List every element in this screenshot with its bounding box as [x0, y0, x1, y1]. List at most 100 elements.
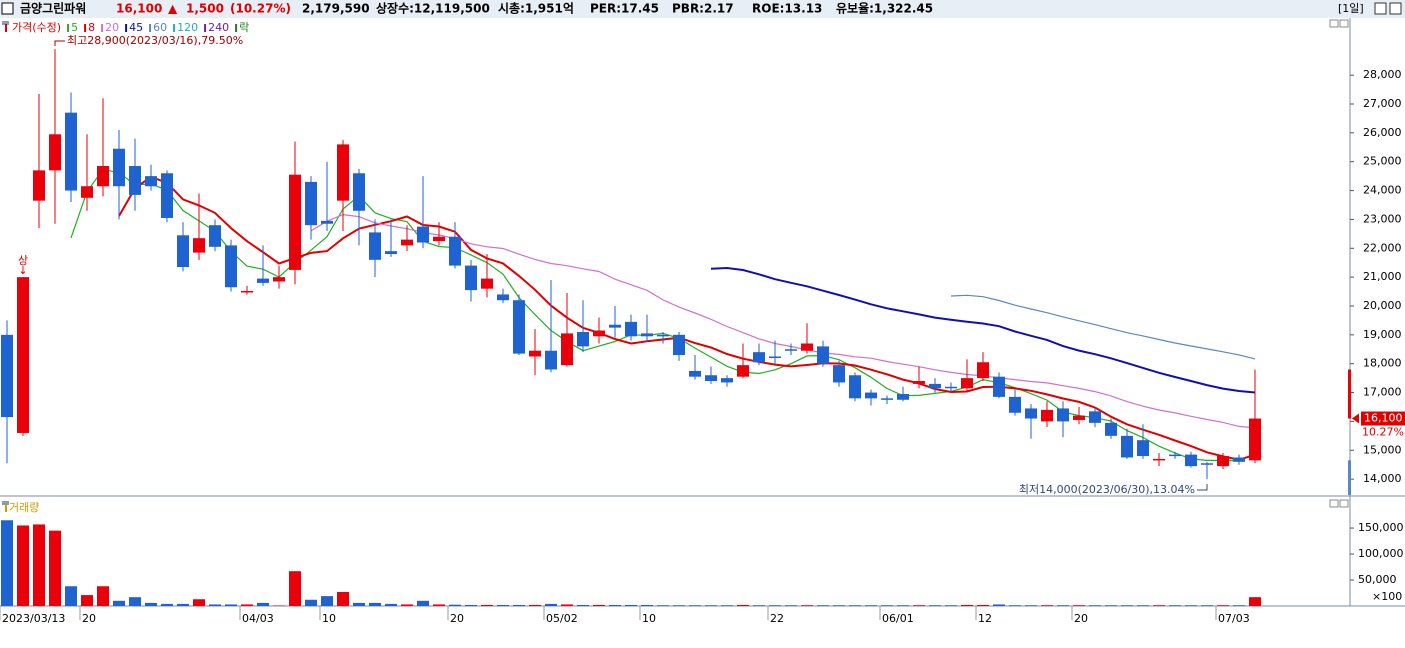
panel-button[interactable] — [1339, 19, 1349, 28]
candle-body — [513, 300, 525, 354]
volume-bar — [1, 520, 13, 606]
period-button[interactable]: [1일] — [1338, 1, 1364, 15]
volume-bar — [385, 603, 397, 606]
y-tick-label: 23,000 — [1363, 212, 1402, 225]
panel-icon — [2, 501, 9, 505]
volume-bar — [369, 602, 381, 606]
volume-bar — [785, 605, 797, 606]
legend-label: 5 — [71, 21, 78, 34]
candle-body — [945, 386, 957, 389]
x-tick-label: 20 — [1074, 612, 1088, 625]
y-tick-label: 15,000 — [1363, 443, 1402, 456]
y-tick-label: 26,000 — [1363, 126, 1402, 139]
candle-body — [289, 174, 301, 270]
volume-bar — [193, 599, 205, 606]
legend-swatch — [149, 24, 152, 32]
pbr: PBR:2.17 — [672, 2, 734, 16]
legend-label: 락 — [239, 21, 249, 34]
candle-body — [129, 166, 141, 195]
candle-body — [673, 334, 685, 356]
candle-body — [721, 378, 733, 383]
checkbox[interactable] — [1, 2, 14, 15]
volume-bar — [721, 605, 733, 606]
restore-button[interactable] — [1374, 2, 1387, 15]
x-tick-label: 20 — [82, 612, 96, 625]
candle-body — [817, 346, 829, 364]
legend-swatch — [204, 24, 207, 32]
candle-body — [465, 265, 477, 291]
panel-button[interactable] — [1339, 499, 1349, 508]
candle-body — [529, 350, 541, 357]
price-pointer — [1352, 413, 1359, 424]
per: PER:17.45 — [590, 2, 659, 16]
volume-bar — [209, 604, 221, 606]
candle-body — [993, 376, 1005, 397]
x-tick-label: 20 — [450, 612, 464, 625]
candle-body — [97, 166, 109, 187]
candle-body — [1057, 408, 1069, 422]
candle-body — [113, 148, 125, 187]
volume-bar — [1009, 605, 1021, 606]
y-tick-label: 27,000 — [1363, 97, 1402, 110]
x-tick-label: 06/01 — [882, 612, 914, 625]
volume-bar — [1105, 605, 1117, 606]
panel-button[interactable] — [1329, 19, 1339, 28]
volume-bar — [1025, 605, 1037, 606]
candle-body — [145, 176, 157, 187]
price-range-bar — [1348, 369, 1351, 419]
legend-label: 60 — [153, 21, 167, 34]
x-tick-label: 04/03 — [242, 612, 274, 625]
volume-bar — [1041, 605, 1053, 606]
candle-body — [1233, 457, 1245, 462]
volume-bar — [17, 525, 29, 606]
volume-bar — [609, 604, 621, 606]
candle-body — [609, 324, 621, 328]
y-tick-label: 22,000 — [1363, 241, 1402, 254]
panel-button[interactable] — [1329, 499, 1339, 508]
candle-body — [657, 334, 669, 337]
candle-body — [1, 334, 13, 418]
volume-bar — [401, 604, 413, 606]
volume-bar — [1233, 605, 1245, 606]
candle-body — [577, 331, 589, 347]
candle-body — [1121, 435, 1133, 458]
stock-name: 금양그린파워 — [20, 1, 86, 16]
y-tick-label: 150,000 — [1358, 521, 1404, 534]
volume-bar — [881, 605, 893, 606]
candle-body — [401, 239, 413, 246]
change: 1,500 — [186, 2, 224, 16]
volume-bar — [897, 605, 909, 606]
volume-bar — [1153, 605, 1165, 606]
volume-bar — [65, 586, 77, 606]
candle-body — [753, 352, 765, 363]
x-tick-label: 05/02 — [546, 612, 578, 625]
volume-bar — [1073, 605, 1085, 606]
candle-body — [865, 392, 877, 399]
volume-bar — [689, 605, 701, 606]
candle-body — [385, 251, 397, 255]
volume-bar — [913, 605, 925, 606]
candle-body — [545, 350, 557, 370]
low-arrow — [1197, 484, 1208, 491]
candle-body — [337, 144, 349, 201]
legend-label: 45 — [129, 21, 143, 34]
panel-icon — [2, 21, 9, 25]
volume-bar — [849, 605, 861, 606]
close-button[interactable] — [1389, 2, 1402, 15]
candle-body — [1217, 456, 1229, 467]
volume-bar — [833, 605, 845, 606]
x-tick-label: 12 — [978, 612, 992, 625]
candle-body — [593, 330, 605, 337]
header-bar — [0, 0, 1405, 18]
volume-bar — [817, 605, 829, 606]
volume-bar — [593, 604, 605, 606]
volume-bar — [497, 604, 509, 606]
legend-label: 120 — [177, 21, 198, 34]
candle-body — [177, 235, 189, 268]
volume-bar — [97, 586, 109, 606]
volume-bar — [529, 604, 541, 606]
candle-body — [353, 173, 365, 211]
volume-bar — [993, 604, 1005, 606]
x-tick-label: 22 — [770, 612, 784, 625]
high-annotation: 최고28,900(2023/03/16),79.50% — [67, 34, 243, 47]
